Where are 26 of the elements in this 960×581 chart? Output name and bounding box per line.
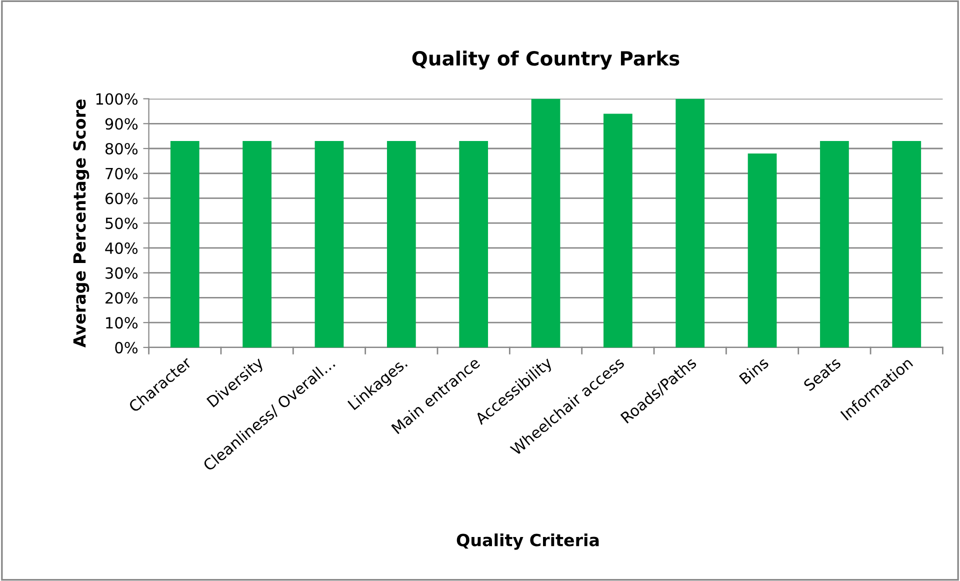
y-tick-label: 100%	[96, 93, 138, 105]
bar	[604, 114, 632, 348]
y-tick-label: 90%	[105, 118, 138, 130]
y-tick-label: 40%	[105, 242, 138, 254]
y-tick-label: 30%	[106, 267, 138, 279]
bar	[676, 98, 705, 348]
y-tick-label: 20%	[106, 292, 138, 304]
y-tick-label: 50%	[106, 218, 138, 230]
y-tick-label: 10%	[106, 317, 138, 329]
x-tick-label: Bins	[738, 356, 770, 385]
bar	[314, 141, 344, 348]
x-axis-title: Quality Criteria	[456, 533, 599, 550]
bar	[531, 98, 560, 348]
y-axis-title: Average Percentage Score	[73, 99, 90, 348]
y-tick-label: 0%	[115, 342, 138, 354]
bar	[748, 153, 777, 348]
bar	[242, 141, 272, 348]
bar	[459, 141, 488, 348]
bar	[386, 141, 416, 348]
y-tick-label: 70%	[106, 168, 138, 180]
bar	[820, 141, 849, 348]
bar	[892, 141, 922, 348]
y-tick-label: 60%	[105, 192, 138, 204]
chart-title: Quality of Country Parks	[412, 50, 680, 70]
y-tick-label: 80%	[105, 142, 138, 155]
bar	[170, 141, 200, 348]
